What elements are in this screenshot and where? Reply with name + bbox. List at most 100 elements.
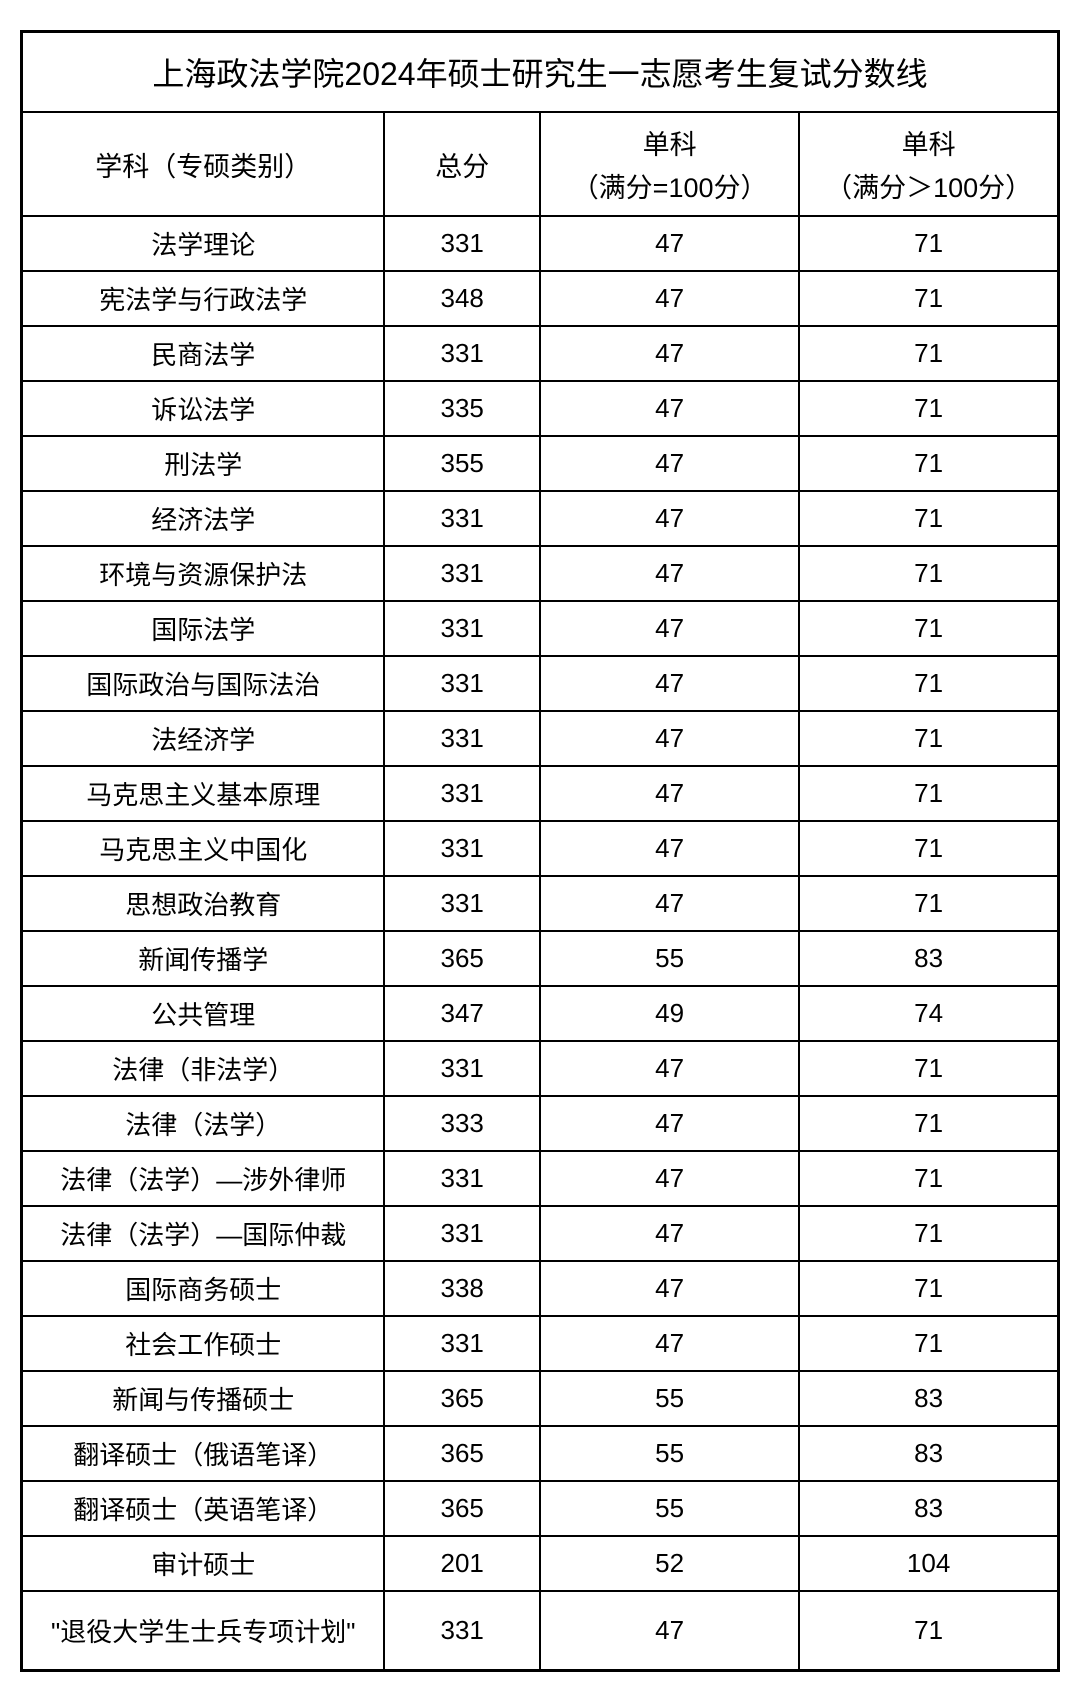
cell-sub1: 47	[540, 436, 799, 491]
cell-sub1: 49	[540, 986, 799, 1041]
table-row: 法律（法学）—涉外律师3314771	[22, 1151, 1059, 1206]
cell-sub2: 83	[799, 931, 1058, 986]
cell-total: 331	[384, 711, 540, 766]
cell-sub1: 52	[540, 1536, 799, 1591]
cell-sub1: 47	[540, 1151, 799, 1206]
header-sub1-bottom: （满分=100分）	[540, 164, 799, 216]
cell-subject: 新闻与传播硕士	[22, 1371, 385, 1426]
cell-sub2: 71	[799, 766, 1058, 821]
header-subject: 学科（专硕类别）	[22, 112, 385, 216]
cell-total: 348	[384, 271, 540, 326]
cell-sub2: 74	[799, 986, 1058, 1041]
table-row: 思想政治教育3314771	[22, 876, 1059, 931]
cell-sub2: 71	[799, 656, 1058, 711]
table-row: 法律（非法学）3314771	[22, 1041, 1059, 1096]
score-table: 上海政法学院2024年硕士研究生一志愿考生复试分数线 学科（专硕类别） 总分 单…	[20, 30, 1060, 1672]
cell-sub1: 47	[540, 876, 799, 931]
table-row: 新闻传播学3655583	[22, 931, 1059, 986]
cell-subject: 马克思主义基本原理	[22, 766, 385, 821]
cell-total: 331	[384, 766, 540, 821]
cell-total: 331	[384, 491, 540, 546]
cell-sub2: 71	[799, 1096, 1058, 1151]
cell-sub2: 83	[799, 1426, 1058, 1481]
cell-sub1: 47	[540, 1096, 799, 1151]
cell-sub1: 47	[540, 766, 799, 821]
cell-total: 331	[384, 216, 540, 271]
cell-subject: 翻译硕士（俄语笔译）	[22, 1426, 385, 1481]
cell-subject: 法律（法学）—国际仲裁	[22, 1206, 385, 1261]
cell-sub2: 71	[799, 1151, 1058, 1206]
cell-sub1: 55	[540, 1426, 799, 1481]
cell-subject: 刑法学	[22, 436, 385, 491]
cell-sub1: 47	[540, 1206, 799, 1261]
cell-total: 338	[384, 1261, 540, 1316]
table-row: 刑法学3554771	[22, 436, 1059, 491]
cell-subject: 翻译硕士（英语笔译）	[22, 1481, 385, 1536]
cell-subject: 民商法学	[22, 326, 385, 381]
cell-sub2: 71	[799, 821, 1058, 876]
cell-subject: 国际商务硕士	[22, 1261, 385, 1316]
table-row: 公共管理3474974	[22, 986, 1059, 1041]
table-row: 法经济学3314771	[22, 711, 1059, 766]
table-row: 环境与资源保护法3314771	[22, 546, 1059, 601]
cell-subject: 诉讼法学	[22, 381, 385, 436]
table-row: 国际法学3314771	[22, 601, 1059, 656]
cell-subject: 法律（法学）	[22, 1096, 385, 1151]
table-row: 法律（法学）—国际仲裁3314771	[22, 1206, 1059, 1261]
table-row: 宪法学与行政法学3484771	[22, 271, 1059, 326]
cell-total: 331	[384, 546, 540, 601]
table-row: 新闻与传播硕士3655583	[22, 1371, 1059, 1426]
cell-sub1: 47	[540, 546, 799, 601]
cell-subject: 新闻传播学	[22, 931, 385, 986]
cell-sub1: 55	[540, 1481, 799, 1536]
cell-sub1: 47	[540, 1591, 799, 1671]
cell-subject: 法律（非法学）	[22, 1041, 385, 1096]
cell-total: 201	[384, 1536, 540, 1591]
cell-sub1: 47	[540, 656, 799, 711]
cell-total: 333	[384, 1096, 540, 1151]
table-row: 法学理论3314771	[22, 216, 1059, 271]
cell-subject: 法经济学	[22, 711, 385, 766]
table-row: 社会工作硕士3314771	[22, 1316, 1059, 1371]
cell-sub2: 71	[799, 271, 1058, 326]
cell-total: 331	[384, 1206, 540, 1261]
cell-sub2: 83	[799, 1481, 1058, 1536]
cell-sub2: 71	[799, 1316, 1058, 1371]
cell-sub1: 47	[540, 381, 799, 436]
cell-total: 365	[384, 1481, 540, 1536]
cell-total: 331	[384, 326, 540, 381]
cell-sub2: 71	[799, 381, 1058, 436]
table-row: 法律（法学）3334771	[22, 1096, 1059, 1151]
table-row: 马克思主义中国化3314771	[22, 821, 1059, 876]
cell-subject: 思想政治教育	[22, 876, 385, 931]
cell-sub2: 71	[799, 711, 1058, 766]
cell-total: 365	[384, 1371, 540, 1426]
table-row: 审计硕士20152104	[22, 1536, 1059, 1591]
cell-sub1: 47	[540, 821, 799, 876]
cell-subject: 经济法学	[22, 491, 385, 546]
cell-sub2: 71	[799, 546, 1058, 601]
cell-subject: 马克思主义中国化	[22, 821, 385, 876]
cell-subject: 法学理论	[22, 216, 385, 271]
header-sub2-bottom: （满分＞100分）	[799, 164, 1058, 216]
cell-sub2: 71	[799, 326, 1058, 381]
cell-sub1: 47	[540, 711, 799, 766]
cell-sub1: 55	[540, 931, 799, 986]
cell-subject: 宪法学与行政法学	[22, 271, 385, 326]
cell-sub2: 71	[799, 1261, 1058, 1316]
table-body: 法学理论3314771宪法学与行政法学3484771民商法学3314771诉讼法…	[22, 216, 1059, 1671]
cell-sub1: 47	[540, 271, 799, 326]
cell-subject: "退役大学生士兵专项计划"	[22, 1591, 385, 1671]
cell-total: 335	[384, 381, 540, 436]
cell-total: 355	[384, 436, 540, 491]
cell-total: 331	[384, 1151, 540, 1206]
cell-sub2: 71	[799, 1206, 1058, 1261]
table-row: 马克思主义基本原理3314771	[22, 766, 1059, 821]
header-sub2-top: 单科	[799, 112, 1058, 164]
cell-sub1: 47	[540, 1316, 799, 1371]
table-row: 国际政治与国际法治3314771	[22, 656, 1059, 711]
cell-total: 365	[384, 931, 540, 986]
table-row: 民商法学3314771	[22, 326, 1059, 381]
cell-total: 365	[384, 1426, 540, 1481]
cell-sub2: 104	[799, 1536, 1058, 1591]
